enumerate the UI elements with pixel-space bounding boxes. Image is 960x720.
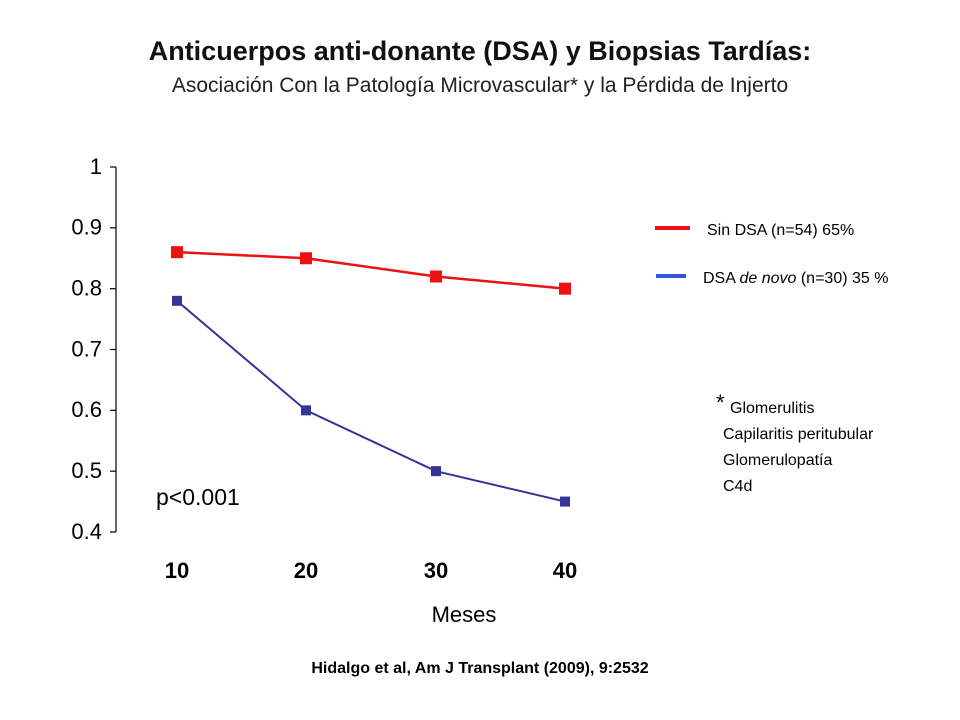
x-tick-label: 30	[424, 558, 448, 583]
series-1	[171, 246, 571, 295]
series-line	[176, 300, 566, 503]
footnote-item: Capilaritis peritubular	[723, 426, 874, 443]
data-point-marker	[431, 466, 441, 477]
footnote-mark: *	[716, 390, 725, 415]
p-value-annotation: p<0.001	[156, 484, 240, 510]
y-tick-label: 0.6	[71, 397, 102, 422]
data-point-marker	[300, 252, 312, 265]
y-tick-label: 0.4	[71, 519, 102, 544]
y-tick-label: 1	[90, 154, 102, 179]
x-axis-label: Meses	[432, 602, 497, 627]
slide-title: Anticuerpos anti-donante (DSA) y Biopsia…	[148, 36, 812, 66]
citation: Hidalgo et al, Am J Transplant (2009), 9…	[311, 660, 649, 677]
chart-series	[171, 246, 571, 507]
footnote-list: * Glomerulitis Capilaritis peritubular Glo…	[716, 390, 874, 495]
y-tick-label: 0.8	[71, 275, 102, 300]
y-tick-label: 0.5	[71, 458, 102, 483]
footnote-item: Glomerulitis	[730, 400, 814, 417]
data-point-marker	[172, 295, 182, 306]
x-tick-label: 20	[294, 558, 318, 583]
y-tick-label: 0.9	[71, 215, 102, 240]
footnote-item: C4d	[723, 478, 752, 495]
series-2	[172, 295, 570, 507]
series-line	[176, 250, 566, 290]
legend-label: DSA de novo (n=30) 35 %	[703, 270, 888, 287]
x-tick-label: 10	[165, 558, 189, 583]
slide-subtitle: Asociación Con la Patología Microvascula…	[171, 74, 789, 97]
data-point-marker	[171, 246, 183, 259]
data-point-marker	[430, 270, 442, 283]
legend-label: Sin DSA (n=54) 65%	[707, 222, 854, 239]
data-point-marker	[301, 405, 311, 416]
data-point-marker	[560, 496, 570, 507]
data-point-marker	[559, 282, 571, 295]
x-tick-label: 40	[553, 558, 577, 583]
chart-legend: Sin DSA (n=54) 65% DSA de novo (n=30) 35 …	[655, 222, 888, 287]
legend-item-1: Sin DSA (n=54) 65%	[655, 222, 854, 239]
chart-axes: 0.4 0.5 0.6 0.7 0.8 0.9 1 10 20 30 40	[71, 154, 577, 583]
footnote-item: Glomerulopatía	[723, 452, 832, 469]
legend-item-2: DSA de novo (n=30) 35 %	[656, 270, 888, 287]
y-tick-label: 0.7	[71, 336, 102, 361]
